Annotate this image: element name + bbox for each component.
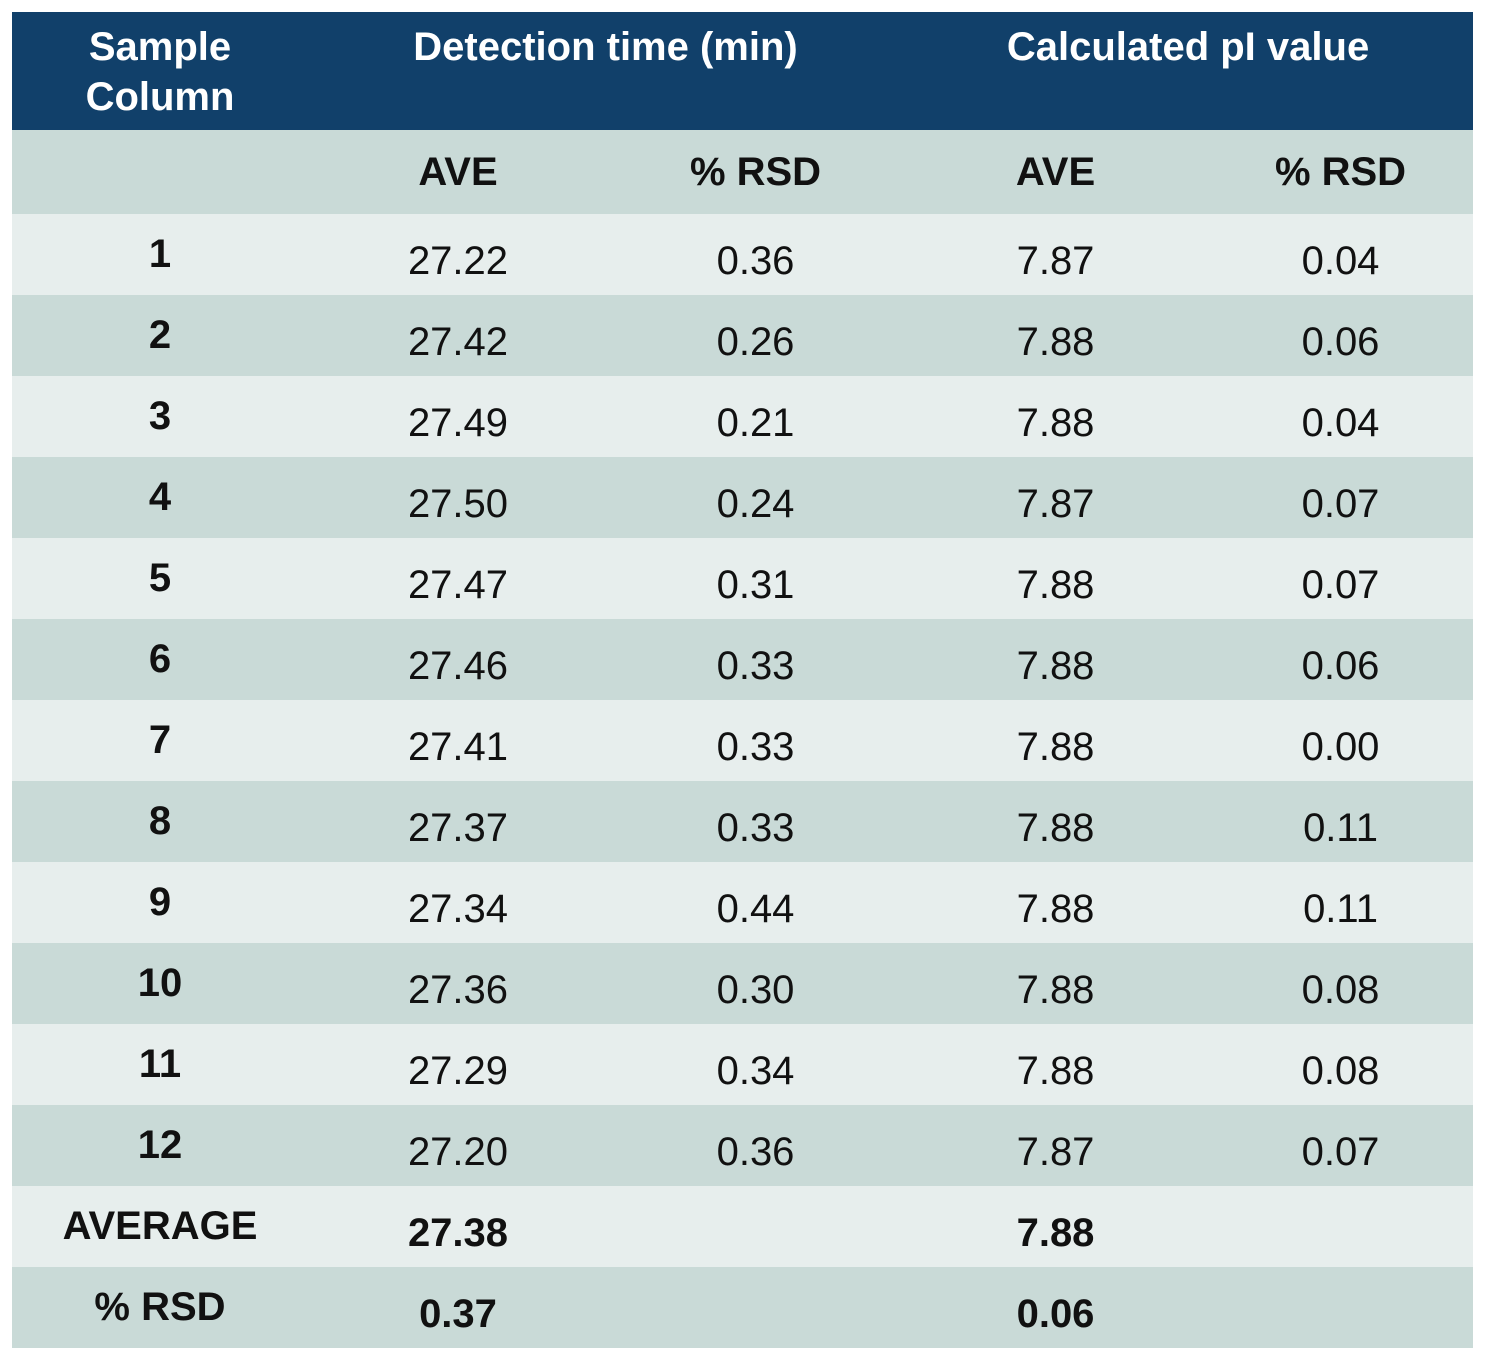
summary-pi-rsd (1208, 1267, 1474, 1348)
pi-ave-cell: 7.88 (903, 862, 1209, 943)
dt-ave-cell: 27.29 (308, 1024, 608, 1105)
pi-rsd-cell: 0.07 (1208, 457, 1474, 538)
table-row: 8 27.37 0.33 7.88 0.11 (12, 781, 1474, 862)
pi-ave-cell: 7.87 (903, 457, 1209, 538)
dt-rsd-cell: 0.26 (608, 295, 904, 376)
dt-rsd-cell: 0.21 (608, 376, 904, 457)
pi-ave-cell: 7.87 (903, 1105, 1209, 1186)
header-sample-line-2: Column (85, 75, 235, 119)
summary-pi-ave: 7.88 (903, 1186, 1209, 1267)
pi-rsd-cell: 0.11 (1208, 781, 1474, 862)
summary-dt-rsd (608, 1267, 904, 1348)
subheader-dt-ave: AVE (308, 130, 608, 214)
row-label: 4 (12, 457, 308, 538)
dt-rsd-cell: 0.31 (608, 538, 904, 619)
dt-ave-cell: 27.36 (308, 943, 608, 1024)
dt-ave-cell: 27.50 (308, 457, 608, 538)
pi-ave-cell: 7.88 (903, 943, 1209, 1024)
table-row: 6 27.46 0.33 7.88 0.06 (12, 619, 1474, 700)
dt-ave-cell: 27.46 (308, 619, 608, 700)
pi-ave-cell: 7.87 (903, 214, 1209, 295)
dt-ave-cell: 27.41 (308, 700, 608, 781)
header-detection-time: Detection time (min) (308, 12, 904, 130)
table-row: 2 27.42 0.26 7.88 0.06 (12, 295, 1474, 376)
pi-rsd-cell: 0.08 (1208, 943, 1474, 1024)
row-label: 8 (12, 781, 308, 862)
pi-rsd-cell: 0.07 (1208, 538, 1474, 619)
pi-rsd-cell: 0.07 (1208, 1105, 1474, 1186)
subheader-dt-rsd: % RSD (608, 130, 904, 214)
row-label: 7 (12, 700, 308, 781)
pi-rsd-cell: 0.04 (1208, 214, 1474, 295)
dt-ave-cell: 27.22 (308, 214, 608, 295)
summary-label: AVERAGE (12, 1186, 308, 1267)
summary-dt-ave: 27.38 (308, 1186, 608, 1267)
pi-ave-cell: 7.88 (903, 1024, 1209, 1105)
table-row: 4 27.50 0.24 7.87 0.07 (12, 457, 1474, 538)
header-sample-line-1: Sample (88, 25, 232, 69)
pi-rsd-cell: 0.06 (1208, 295, 1474, 376)
dt-rsd-cell: 0.24 (608, 457, 904, 538)
results-table: Sample Column Detection time (min) Calcu… (12, 12, 1474, 1348)
table-row: 9 27.34 0.44 7.88 0.11 (12, 862, 1474, 943)
row-label: 11 (12, 1024, 308, 1105)
pi-rsd-cell: 0.06 (1208, 619, 1474, 700)
summary-dt-ave: 0.37 (308, 1267, 608, 1348)
dt-ave-cell: 27.49 (308, 376, 608, 457)
table-row: 12 27.20 0.36 7.87 0.07 (12, 1105, 1474, 1186)
table-row: 7 27.41 0.33 7.88 0.00 (12, 700, 1474, 781)
pi-ave-cell: 7.88 (903, 700, 1209, 781)
row-label: 12 (12, 1105, 308, 1186)
pi-ave-cell: 7.88 (903, 295, 1209, 376)
summary-pi-rsd (1208, 1186, 1474, 1267)
row-label: 9 (12, 862, 308, 943)
dt-ave-cell: 27.37 (308, 781, 608, 862)
dt-rsd-cell: 0.33 (608, 619, 904, 700)
table-row: 5 27.47 0.31 7.88 0.07 (12, 538, 1474, 619)
pi-rsd-cell: 0.11 (1208, 862, 1474, 943)
pi-rsd-cell: 0.00 (1208, 700, 1474, 781)
summary-label: % RSD (12, 1267, 308, 1348)
dt-ave-cell: 27.34 (308, 862, 608, 943)
dt-ave-cell: 27.47 (308, 538, 608, 619)
table-row: 3 27.49 0.21 7.88 0.04 (12, 376, 1474, 457)
row-label: 2 (12, 295, 308, 376)
row-label: 6 (12, 619, 308, 700)
table-row: 1 27.22 0.36 7.87 0.04 (12, 214, 1474, 295)
dt-rsd-cell: 0.36 (608, 1105, 904, 1186)
dt-rsd-cell: 0.30 (608, 943, 904, 1024)
dt-rsd-cell: 0.44 (608, 862, 904, 943)
dt-ave-cell: 27.20 (308, 1105, 608, 1186)
header-calculated-pi: Calculated pI value (903, 12, 1474, 130)
pi-rsd-cell: 0.04 (1208, 376, 1474, 457)
subheader-pi-rsd: % RSD (1208, 130, 1474, 214)
table-row: 11 27.29 0.34 7.88 0.08 (12, 1024, 1474, 1105)
dt-rsd-cell: 0.36 (608, 214, 904, 295)
dt-rsd-cell: 0.33 (608, 781, 904, 862)
row-label: 10 (12, 943, 308, 1024)
row-label: 5 (12, 538, 308, 619)
header-sample-column: Sample Column (12, 12, 308, 130)
row-label: 3 (12, 376, 308, 457)
pi-ave-cell: 7.88 (903, 781, 1209, 862)
pi-rsd-cell: 0.08 (1208, 1024, 1474, 1105)
dt-ave-cell: 27.42 (308, 295, 608, 376)
pi-ave-cell: 7.88 (903, 619, 1209, 700)
table-row: 10 27.36 0.30 7.88 0.08 (12, 943, 1474, 1024)
summary-row-rsd: % RSD 0.37 0.06 (12, 1267, 1474, 1348)
summary-row-average: AVERAGE 27.38 7.88 (12, 1186, 1474, 1267)
header-row: Sample Column Detection time (min) Calcu… (12, 12, 1474, 130)
summary-pi-ave: 0.06 (903, 1267, 1209, 1348)
pi-ave-cell: 7.88 (903, 538, 1209, 619)
dt-rsd-cell: 0.33 (608, 700, 904, 781)
subheader-blank (12, 130, 308, 214)
pi-ave-cell: 7.88 (903, 376, 1209, 457)
subheader-row: AVE % RSD AVE % RSD (12, 130, 1474, 214)
dt-rsd-cell: 0.34 (608, 1024, 904, 1105)
row-label: 1 (12, 214, 308, 295)
subheader-pi-ave: AVE (903, 130, 1209, 214)
summary-dt-rsd (608, 1186, 904, 1267)
